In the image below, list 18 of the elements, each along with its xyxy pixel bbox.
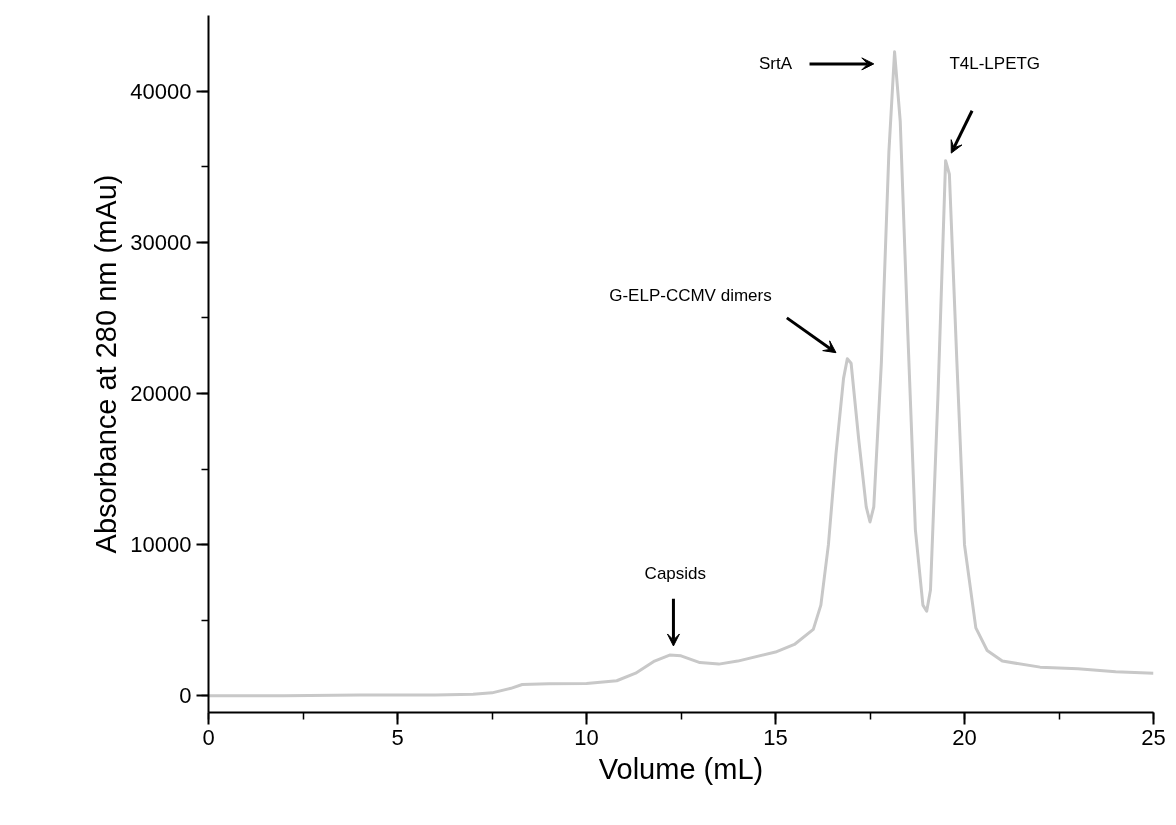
y-tick-label: 0 [179, 683, 192, 709]
y-tick-label: 30000 [130, 229, 192, 255]
x-tick-label: 10 [574, 724, 599, 750]
x-tick-label: 20 [952, 724, 977, 750]
y-tick-label: 10000 [130, 532, 192, 558]
y-tick-label: 40000 [130, 78, 192, 104]
line-series [208, 50, 1154, 698]
annotation: Capsids [644, 564, 707, 584]
x-tick-label: 5 [391, 724, 404, 750]
x-tick-label: 25 [1141, 724, 1166, 750]
x-axis-title: Volume (mL) [598, 752, 764, 785]
annotation: T4L-LPETG [949, 54, 1041, 74]
y-axis-title: Absorbance at 280 nm (mAu) [90, 174, 123, 554]
annotation: SrtA [758, 54, 793, 74]
y-tick-label: 20000 [130, 380, 192, 406]
x-tick-label: 0 [202, 724, 215, 750]
annotation: G-ELP-CCMV dimers [609, 285, 772, 305]
x-tick-label: 15 [763, 724, 788, 750]
